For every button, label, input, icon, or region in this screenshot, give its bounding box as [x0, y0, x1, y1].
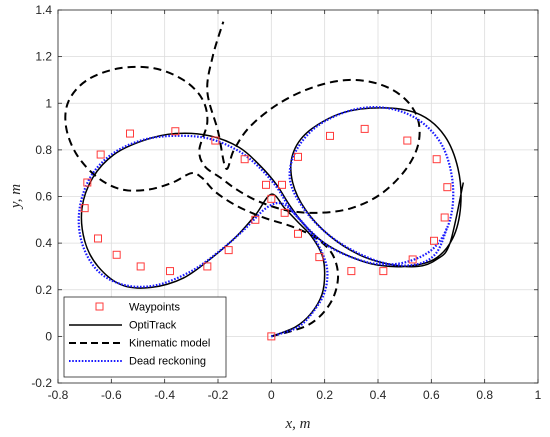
legend-marker-waypoints — [95, 302, 104, 311]
waypoint-marker — [96, 150, 105, 159]
y-tick-label: -0.2 — [31, 376, 52, 390]
waypoint-marker — [211, 136, 220, 145]
x-tick-label: -0.6 — [101, 388, 122, 402]
waypoint-marker — [80, 204, 89, 213]
waypoint-marker — [251, 215, 260, 224]
x-tick-label: 0.8 — [476, 388, 493, 402]
legend-label-kinematic-model: Kinematic model — [129, 338, 210, 350]
waypoint-marker — [94, 234, 102, 243]
x-tick-label: -0.2 — [208, 388, 229, 402]
legend-label-dead-reckoning: Dead reckoning — [129, 356, 206, 368]
waypoint-marker — [294, 229, 302, 238]
legend-label-optitrack: OptiTrack — [129, 320, 177, 332]
series-line-optitrack — [80, 107, 465, 338]
waypoint-marker — [315, 253, 324, 262]
x-tick-label: 1 — [535, 388, 542, 402]
waypoint-marker — [136, 262, 145, 271]
y-tick-label: 1.2 — [35, 50, 52, 64]
axis-ticks: -0.8 -0.6 -0.4 -0.2 0 0.2 0.4 0.6 0.8 1 -0.2 0 0.2 0.… — [31, 3, 541, 402]
y-tick-label: 0 — [45, 329, 52, 343]
legend: Waypoints OptiTrack Kinematic model Dead… — [63, 296, 227, 378]
waypoint-marker — [432, 155, 441, 164]
waypoint-marker — [280, 208, 289, 217]
x-tick-label: -0.4 — [154, 388, 175, 402]
waypoint-marker — [171, 127, 180, 136]
series-line-kinematic-model — [64, 21, 421, 338]
x-tick-label: 0.2 — [316, 388, 333, 402]
waypoint-marker — [166, 267, 174, 276]
x-tick-label: 0.6 — [423, 388, 440, 402]
x-tick-label: 0.4 — [370, 388, 387, 402]
waypoint-marker — [443, 183, 452, 192]
waypoint-marker — [83, 178, 92, 187]
waypoint-marker — [112, 250, 121, 259]
waypoint-marker — [267, 194, 276, 203]
waypoint-marker — [267, 332, 276, 341]
y-tick-label: 1.4 — [35, 3, 52, 17]
waypoint-marker — [326, 131, 334, 140]
waypoint-marker — [224, 246, 233, 255]
waypoint-marker — [440, 213, 449, 222]
y-tick-label: 1 — [45, 96, 52, 110]
waypoint-marker — [347, 267, 356, 276]
y-axis-label: y, m — [8, 184, 24, 210]
waypoint-marker — [240, 155, 249, 164]
waypoint-marker — [379, 267, 388, 276]
waypoint-marker — [126, 129, 134, 138]
y-tick-label: 0.4 — [35, 236, 52, 250]
series-line-dead-reckoning — [77, 106, 455, 338]
y-tick-label: 0.8 — [35, 143, 52, 157]
waypoint-marker — [403, 136, 412, 145]
waypoint-marker — [430, 236, 438, 245]
series-layer — [64, 21, 465, 341]
x-tick-label: 0 — [268, 388, 275, 402]
waypoint-marker — [408, 255, 417, 264]
legend-label-waypoints: Waypoints — [129, 302, 180, 314]
x-axis-label: x, m — [285, 416, 311, 432]
x-tick-label: -0.8 — [48, 388, 69, 402]
legend-box — [63, 296, 227, 378]
y-tick-label: 0.2 — [35, 283, 52, 297]
waypoint-marker — [360, 124, 369, 133]
waypoint-marker — [262, 180, 270, 189]
y-tick-label: 0.6 — [35, 190, 52, 204]
waypoint-marker — [203, 262, 212, 271]
waypoint-marker — [294, 152, 302, 161]
waypoint-marker — [278, 180, 286, 189]
